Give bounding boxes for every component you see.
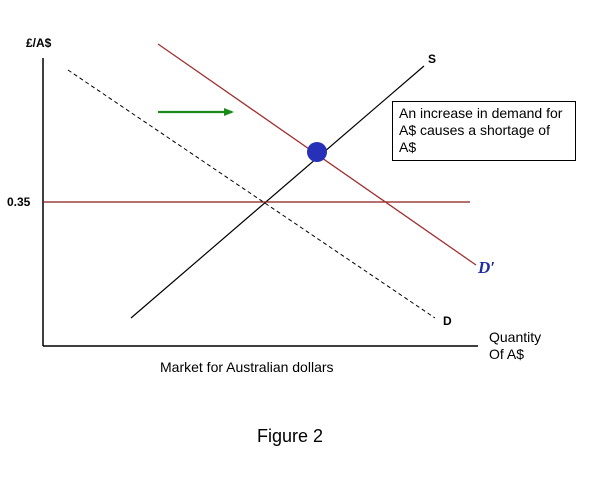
x-axis-label-line1: Quantity (489, 329, 542, 345)
demand-label: D (443, 314, 452, 328)
market-caption: Market for Australian dollars (160, 359, 334, 375)
price-tick-label: 0.35 (7, 195, 31, 209)
x-axis-label: Quantity Of A$ (489, 329, 541, 363)
y-axis-label: £/A$ (26, 36, 52, 50)
supply-curve (130, 65, 425, 319)
new-equilibrium-dot (307, 142, 327, 162)
original-demand-curve (67, 69, 436, 319)
supply-label: S (428, 52, 437, 66)
annotation-box: An increase in demand for A$ causes a sh… (392, 101, 576, 161)
x-axis-label-line2: Of A$ (489, 346, 525, 362)
new-demand-label: D′ (478, 258, 496, 277)
figure-caption: Figure 2 (257, 426, 324, 446)
